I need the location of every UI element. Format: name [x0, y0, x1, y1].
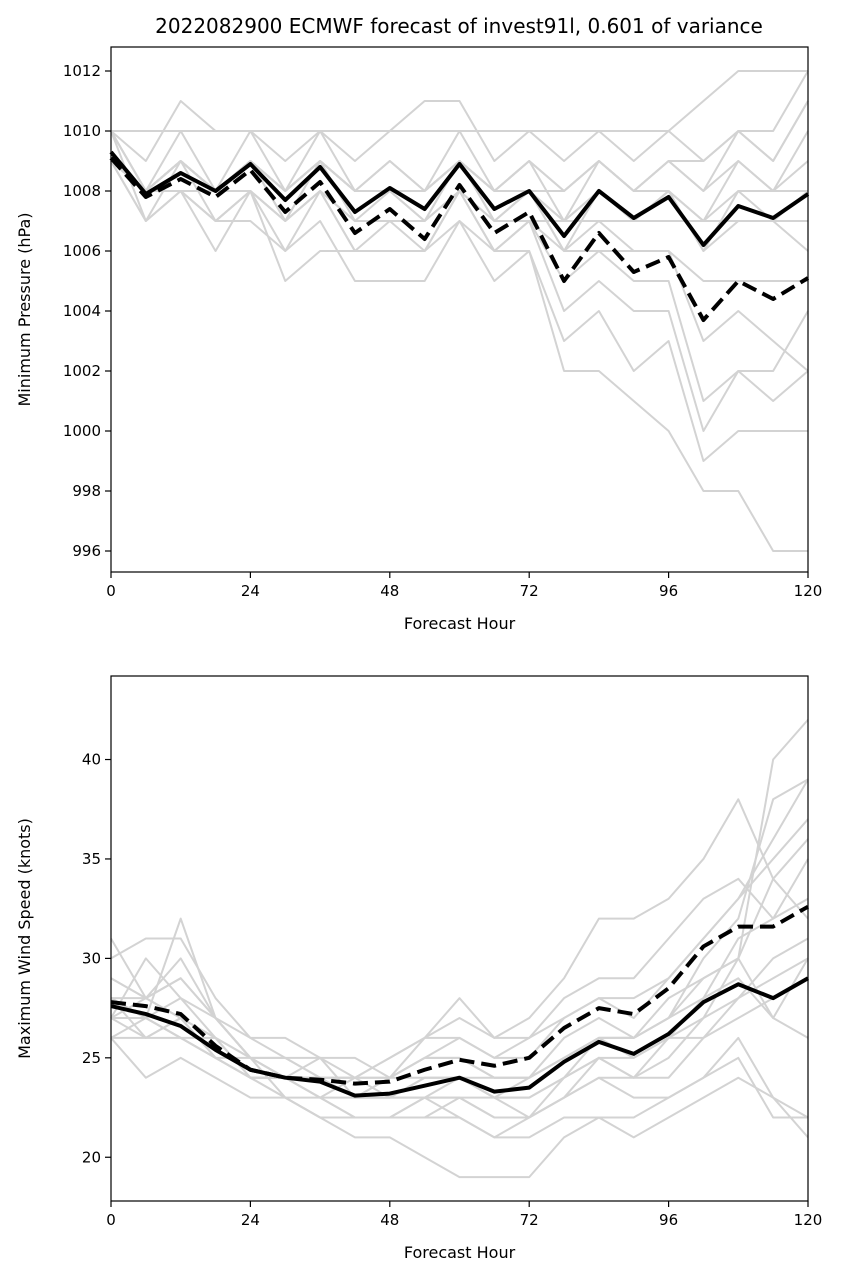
wind-y-tick-label: 20	[82, 1148, 101, 1166]
pressure-member-line-13	[110, 130, 808, 282]
pressure-x-tick-label: 24	[241, 582, 260, 600]
pressure-member-line-16	[110, 100, 809, 192]
pressure-member-line-5	[111, 70, 809, 162]
wind-y-tick-label: 35	[82, 850, 101, 868]
wind-x-axis-label: Forecast Hour	[404, 1243, 516, 1262]
wind-member-line-11	[110, 977, 809, 1119]
pressure-y-tick-label: 1008	[63, 182, 101, 200]
pressure-dashed-series-line	[109, 156, 810, 322]
pressure-member-line-12	[110, 160, 809, 372]
pressure-x-tick-label: 48	[380, 582, 399, 600]
wind-x-tick-label: 120	[794, 1211, 823, 1229]
pressure-y-tick-label: 998	[72, 482, 101, 500]
pressure-member-line-15	[110, 130, 809, 222]
wind-y-axis-label: Maximum Wind Speed (knots)	[15, 818, 34, 1059]
pressure-member-line-6	[110, 70, 808, 162]
wind-y-tick-label: 40	[82, 751, 101, 769]
wind-y-tick-label: 30	[82, 949, 101, 967]
pressure-member-line-10	[110, 160, 809, 432]
wind-x-tick-label: 96	[659, 1211, 678, 1229]
wind-member-line-1	[111, 778, 809, 1079]
pressure-solid-series-line	[109, 150, 810, 247]
pressure-y-tick-label: 1004	[63, 302, 101, 320]
pressure-member-line-2	[110, 160, 809, 252]
pressure-y-tick-label: 1006	[63, 242, 101, 260]
pressure-y-tick-label: 1012	[63, 62, 101, 80]
pressure-y-tick-label: 1002	[63, 362, 101, 380]
pressure-panel: 0 24 48 72 96 120 996 998 1000 1002 1004 1006 1008 10…	[15, 46, 823, 633]
pressure-y-tick-label: 996	[72, 542, 101, 560]
wind-x-tick-label: 48	[380, 1211, 399, 1229]
pressure-member-line-14	[110, 160, 809, 252]
pressure-x-tick-label: 120	[794, 582, 823, 600]
pressure-member-line-3	[110, 130, 808, 222]
wind-member-line-12	[110, 858, 809, 1079]
wind-member-line-5	[110, 719, 809, 1099]
pressure-y-tick-label: 1010	[63, 122, 101, 140]
pressure-member-line-7	[110, 100, 809, 222]
wind-dashed-series-line	[110, 904, 809, 1086]
pressure-x-tick-label: 72	[520, 582, 539, 600]
wind-plot-frame	[110, 675, 809, 1202]
wind-x-tick-label: 24	[241, 1211, 260, 1229]
chart-title: 2022082900 ECMWF forecast of invest91l, …	[155, 14, 763, 38]
pressure-plot-frame	[110, 46, 809, 573]
wind-member-line-15	[110, 778, 809, 1079]
wind-y-tick-label: 25	[82, 1049, 101, 1067]
pressure-y-axis-label: Minimum Pressure (hPa)	[15, 213, 34, 407]
pressure-x-tick-label: 0	[106, 582, 116, 600]
wind-x-tick-label: 0	[106, 1211, 116, 1229]
pressure-x-tick-label: 96	[659, 582, 678, 600]
pressure-member-line-9	[110, 160, 808, 462]
wind-solid-series-line	[110, 976, 809, 1098]
wind-member-line-8	[110, 977, 809, 1139]
wind-member-line-14	[110, 997, 809, 1179]
wind-x-tick-label: 72	[520, 1211, 539, 1229]
pressure-y-tick-label: 1000	[63, 422, 101, 440]
wind-panel: 0 24 48 72 96 120 20 25 30 35 40 Forecast Hour Maxim…	[15, 675, 823, 1262]
pressure-x-axis-label: Forecast Hour	[404, 614, 516, 633]
